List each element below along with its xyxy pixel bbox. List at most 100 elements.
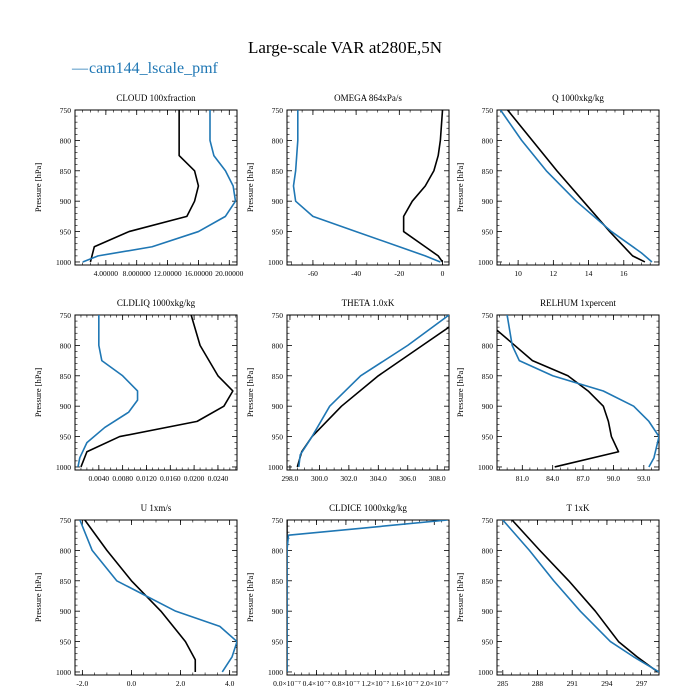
y-tick-label: 850 [482, 167, 494, 176]
x-tick-label: 93.0 [637, 474, 650, 483]
x-tick-label: 1.6×10⁻⁷ [391, 679, 419, 688]
x-tick-label: 285 [497, 679, 509, 688]
y-tick-label: 800 [482, 546, 494, 555]
series-group [502, 520, 659, 673]
plot-frame [286, 314, 450, 471]
y-tick-label: 800 [60, 341, 72, 350]
x-tick-label: 0.4×10⁻⁷ [303, 679, 331, 688]
series-group [292, 110, 444, 263]
series-line-1 [402, 110, 444, 263]
panel-3: CLDLIQ 1000xkg/kg Pressure [hPa] 750 800 850… [33, 298, 238, 483]
legend-label: cam144_lscale_pmf [89, 60, 219, 77]
series-line-2 [292, 110, 441, 263]
y-tick-label: 750 [60, 516, 72, 525]
x-tick-label: 306.0 [399, 474, 416, 483]
y-tick-label: 850 [482, 577, 494, 586]
series-line-2 [79, 520, 237, 673]
series-group [296, 315, 449, 468]
y-axis-label: Pressure [hPa] [245, 573, 255, 623]
y-tick-label: 800 [482, 341, 494, 350]
y-tick-label: 900 [272, 402, 284, 411]
series-line-1 [84, 520, 197, 672]
series-line-2 [297, 315, 449, 468]
y-tick-label: 1000 [478, 668, 493, 677]
y-tick-label: 850 [60, 372, 72, 381]
panel-title: RELHUM 1xpercent [540, 298, 616, 308]
main-title: Large-scale VAR at280E,5N [248, 38, 442, 57]
y-tick-label: 900 [482, 607, 494, 616]
y-tick-label: 800 [272, 136, 284, 145]
x-tick-label: 4.0 [225, 679, 235, 688]
series-group [497, 315, 659, 468]
y-axis-label: Pressure [hPa] [33, 573, 43, 623]
y-axis-label: Pressure [hPa] [455, 163, 465, 213]
plot-frame [496, 314, 660, 471]
series-line-1 [80, 315, 234, 468]
x-tick-label: 300.0 [311, 474, 328, 483]
panel-8: T 1xK Pressure [hPa] 750 800 850 900 950 1000 28… [455, 503, 660, 688]
x-tick-label: 294 [601, 679, 613, 688]
y-tick-label: 1000 [268, 463, 283, 472]
plot-frame [496, 109, 660, 266]
y-tick-label: 900 [60, 607, 72, 616]
x-tick-label: 0.0040 [89, 474, 110, 483]
x-tick-label: 302.0 [340, 474, 357, 483]
series-line-1 [506, 110, 646, 263]
panel-1: OMEGA 864xPa/s Pressure [hPa] 750 800 850 900… [245, 93, 450, 278]
series-line-1 [89, 110, 200, 263]
y-tick-label: 900 [272, 607, 284, 616]
panel-5: RELHUM 1xpercent Pressure [hPa] 750 800 850 9… [455, 298, 660, 483]
y-tick-label: 900 [60, 402, 72, 411]
y-tick-label: 750 [482, 106, 494, 115]
x-tick-label: 16 [620, 269, 628, 278]
y-tick-label: 1000 [56, 258, 71, 267]
x-tick-label: 0.0120 [136, 474, 157, 483]
y-tick-label: 800 [482, 136, 494, 145]
y-axis-label: Pressure [hPa] [455, 573, 465, 623]
y-tick-label: 950 [482, 228, 494, 237]
y-tick-label: 850 [60, 577, 72, 586]
plot-frame [496, 519, 660, 676]
y-tick-label: 800 [60, 546, 72, 555]
y-tick-label: 1000 [56, 668, 71, 677]
series-line-1 [296, 326, 449, 468]
series-line-1 [511, 520, 659, 673]
y-tick-label: 900 [272, 197, 284, 206]
panels-grid: CLOUD 100xfraction Pressure [hPa] 750 800 85… [33, 93, 660, 688]
y-tick-label: 950 [272, 433, 284, 442]
y-tick-label: 950 [482, 433, 494, 442]
y-axis-label: Pressure [hPa] [33, 368, 43, 418]
y-tick-label: 950 [272, 228, 284, 237]
series-line-2 [287, 520, 448, 672]
series-line-2 [77, 315, 139, 468]
x-tick-label: 87.0 [577, 474, 590, 483]
panel-title: CLOUD 100xfraction [116, 93, 196, 103]
panel-title: U 1xm/s [141, 503, 172, 513]
series-group [499, 110, 653, 263]
x-tick-label: 0.0200 [184, 474, 205, 483]
x-tick-label: 0.8×10⁻⁷ [332, 679, 360, 688]
plot-frame [286, 519, 450, 676]
y-axis-label: Pressure [hPa] [245, 163, 255, 213]
y-tick-label: 1000 [478, 258, 493, 267]
x-tick-label: 0.0240 [208, 474, 229, 483]
x-tick-label: 297 [636, 679, 648, 688]
plot-frame [74, 519, 238, 676]
x-tick-label: 288 [532, 679, 544, 688]
x-tick-label: 4.00000 [94, 269, 119, 278]
y-tick-label: 1000 [478, 463, 493, 472]
x-tick-label: 304.0 [370, 474, 387, 483]
series-line-2 [82, 110, 237, 263]
series-line-2 [506, 315, 659, 468]
x-tick-label: 10 [514, 269, 522, 278]
series-line-2 [502, 520, 659, 673]
panel-2: Q 1000xkg/kg Pressure [hPa] 750 800 850 900 95… [455, 93, 660, 278]
x-tick-label: 0.0080 [112, 474, 133, 483]
x-tick-label: -60 [308, 269, 318, 278]
y-tick-label: 750 [272, 311, 284, 320]
y-tick-label: 750 [482, 311, 494, 320]
y-axis-label: Pressure [hPa] [245, 368, 255, 418]
y-tick-label: 800 [60, 136, 72, 145]
y-tick-label: 750 [60, 311, 72, 320]
x-tick-label: 8.000000 [123, 269, 151, 278]
